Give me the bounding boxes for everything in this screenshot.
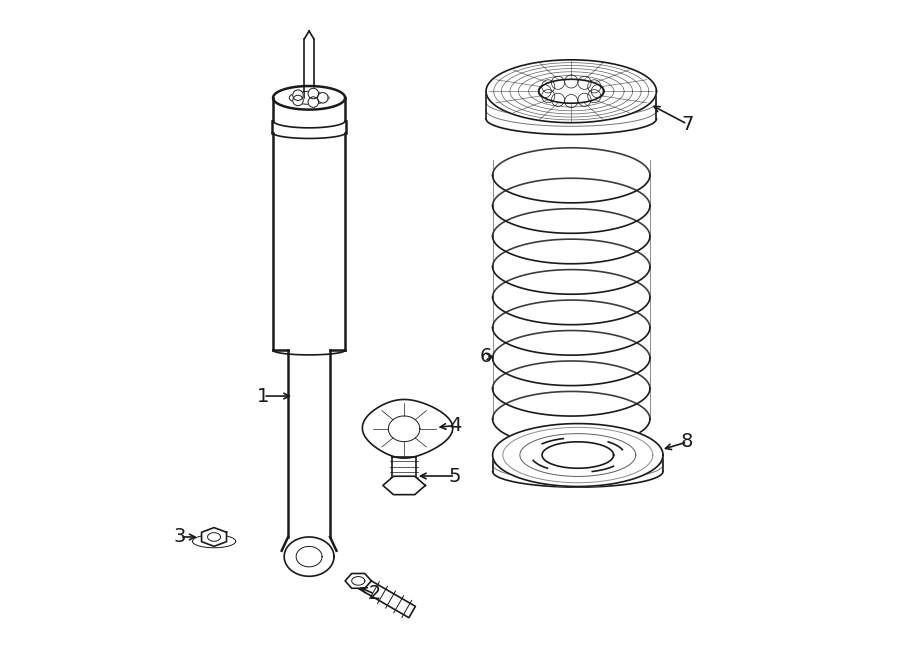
Polygon shape <box>492 424 663 486</box>
Polygon shape <box>273 98 345 128</box>
Text: 4: 4 <box>449 416 462 435</box>
Polygon shape <box>202 527 227 547</box>
Polygon shape <box>345 574 372 588</box>
Text: 8: 8 <box>681 432 694 451</box>
Text: 7: 7 <box>681 114 694 134</box>
Circle shape <box>292 90 303 100</box>
Circle shape <box>318 93 328 103</box>
Polygon shape <box>273 133 345 355</box>
Text: 5: 5 <box>449 467 462 486</box>
Polygon shape <box>486 59 656 123</box>
Polygon shape <box>288 350 330 537</box>
Text: 1: 1 <box>257 387 269 406</box>
Polygon shape <box>363 399 453 458</box>
Circle shape <box>292 95 303 106</box>
Polygon shape <box>355 575 416 617</box>
Text: 2: 2 <box>368 584 381 603</box>
Polygon shape <box>193 535 236 548</box>
Circle shape <box>308 97 319 107</box>
Polygon shape <box>382 477 426 494</box>
Polygon shape <box>392 457 416 485</box>
Polygon shape <box>273 86 345 110</box>
Text: 3: 3 <box>174 527 186 547</box>
Text: 6: 6 <box>480 347 492 366</box>
Polygon shape <box>284 537 334 576</box>
Circle shape <box>308 89 319 98</box>
Polygon shape <box>539 79 604 103</box>
